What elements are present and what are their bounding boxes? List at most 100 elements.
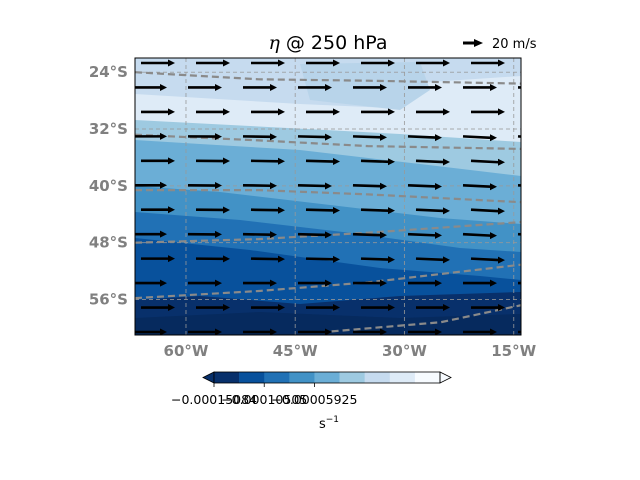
wind-vector-head xyxy=(278,206,285,214)
wind-vector-shaft xyxy=(517,232,521,236)
wind-vector-head xyxy=(223,255,230,263)
wind-vector-shaft xyxy=(305,257,335,261)
wind-vector xyxy=(196,304,230,312)
wind-vector xyxy=(408,279,442,287)
wind-vector-head xyxy=(380,182,387,190)
wind-vector xyxy=(298,279,332,287)
wind-vector xyxy=(518,281,521,285)
wind-vector xyxy=(353,328,387,335)
y-tick-label-0: 24°S xyxy=(89,63,128,81)
wind-vector xyxy=(526,159,560,166)
wind-vector xyxy=(141,304,175,312)
wind-vector-shaft xyxy=(470,257,500,262)
wind-vector xyxy=(471,304,505,312)
wind-vector xyxy=(135,83,167,91)
y-tick-labels: 24°S 32°S 40°S 48°S 56°S xyxy=(89,63,128,308)
wind-vector-head xyxy=(168,255,175,263)
wind-vector xyxy=(135,230,167,238)
wind-vector-shaft xyxy=(407,183,437,188)
colorbar: −0.00015084−0.00010505−0.00005925 xyxy=(171,371,452,407)
wind-vector xyxy=(353,83,387,91)
wind-vector-head xyxy=(278,157,285,165)
wind-vector xyxy=(306,59,340,67)
wind-vector xyxy=(416,59,450,67)
wind-vector-shaft xyxy=(407,232,437,237)
wind-vector-head xyxy=(435,134,442,142)
wind-vector-head xyxy=(498,304,505,312)
wind-vector-head xyxy=(278,304,285,312)
wind-vector xyxy=(352,231,387,239)
wind-vector-head xyxy=(388,207,395,215)
wind-vector-head xyxy=(443,59,450,67)
colorbar-extend-high xyxy=(439,371,452,384)
wind-vector xyxy=(361,108,395,116)
wind-vector-shaft xyxy=(517,135,521,138)
wind-vector xyxy=(187,182,222,190)
wind-vector-head xyxy=(270,182,277,190)
wind-vector xyxy=(526,208,560,215)
wind-vector-head xyxy=(223,206,230,214)
plot-area xyxy=(135,58,560,336)
wind-vector-head xyxy=(278,59,285,67)
y-tick-label-3: 48°S xyxy=(89,234,128,252)
wind-vector-head xyxy=(435,279,442,287)
wind-vector-shaft xyxy=(415,208,445,213)
wind-vector xyxy=(195,255,230,263)
wind-vector xyxy=(470,207,505,215)
wind-vector xyxy=(188,279,222,287)
wind-vector-shaft xyxy=(305,208,335,212)
wind-vector xyxy=(135,279,167,287)
wind-vector xyxy=(251,108,285,116)
wind-vector-head xyxy=(435,328,442,335)
wind-vector xyxy=(187,230,222,238)
wind-vector-head xyxy=(443,108,450,116)
colorbar-swatch-6 xyxy=(364,372,391,383)
wind-vector-head xyxy=(388,158,395,166)
x-tick-labels: 60°W 45°W 30°W 15°W xyxy=(164,342,537,360)
wind-vector-head xyxy=(333,59,340,67)
wind-vector-shaft xyxy=(305,159,335,163)
contour-line-5 xyxy=(331,304,521,333)
wind-vector-shaft xyxy=(470,208,500,213)
wind-vector xyxy=(526,304,560,311)
wind-vector-shaft xyxy=(415,257,445,262)
wind-vector-head xyxy=(498,108,505,116)
wind-vector xyxy=(188,83,222,91)
wind-vector-head xyxy=(333,255,340,263)
wind-vector-head xyxy=(333,206,340,214)
wind-vector-head xyxy=(545,329,552,336)
colorbar-unit: s−1 xyxy=(319,415,339,432)
wind-vector xyxy=(526,257,560,264)
wind-vector-shaft xyxy=(360,159,390,164)
wind-vector xyxy=(408,328,442,335)
wind-vector xyxy=(470,256,505,264)
wind-vector-shaft xyxy=(297,183,327,188)
colorbar-frame xyxy=(213,371,441,384)
wind-vector-head xyxy=(380,279,387,287)
wind-vector xyxy=(243,279,277,287)
wind-vector xyxy=(462,232,497,240)
contour-band-9 xyxy=(135,312,521,335)
wind-vector-head xyxy=(443,256,450,264)
wind-vector xyxy=(361,304,395,312)
wind-vector xyxy=(243,328,277,335)
wind-vector-head xyxy=(215,133,222,141)
wind-vector xyxy=(352,182,387,190)
wind-vector-head xyxy=(160,230,167,238)
wind-vector xyxy=(297,231,332,239)
wind-vector-head xyxy=(443,304,450,312)
wind-vector xyxy=(141,255,175,263)
wind-vector xyxy=(141,206,175,214)
colorbar-tick-label-1: −0.00010505 xyxy=(221,392,307,407)
wind-vector-shaft xyxy=(462,135,492,140)
wind-vector-head xyxy=(168,304,175,312)
wind-vector xyxy=(408,83,442,91)
wind-vector-shaft xyxy=(297,232,327,237)
wind-vector xyxy=(463,83,497,91)
wind-vector-head xyxy=(490,232,497,240)
wind-vector xyxy=(135,328,167,335)
title-text: @ 250 hPa xyxy=(280,32,388,54)
wind-vector-shaft xyxy=(462,232,492,237)
wind-vector-head xyxy=(553,208,560,215)
wind-vector-head xyxy=(333,108,340,116)
